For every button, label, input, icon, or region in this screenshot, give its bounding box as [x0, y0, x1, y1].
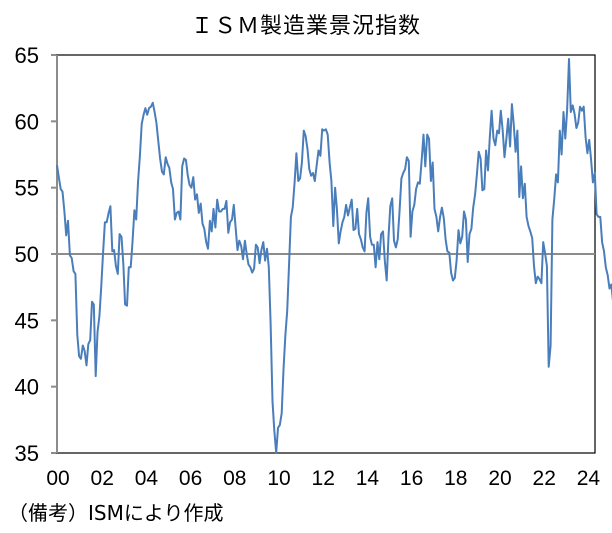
- x-tick-label: 06: [179, 467, 202, 490]
- x-tick-label: 16: [400, 467, 423, 490]
- y-tick-label: 60: [15, 109, 39, 134]
- x-tick-label: 22: [533, 467, 556, 490]
- series-line-ism: [56, 58, 612, 454]
- y-axis-ticks: 35 40 45 50 55 60 65: [15, 43, 57, 466]
- chart-title: ＩＳＭ製造業景況指数: [190, 14, 421, 39]
- x-tick-label: 12: [312, 467, 335, 490]
- x-tick-label: 00: [46, 467, 69, 490]
- x-tick-label: 02: [91, 467, 114, 490]
- y-tick-label: 50: [15, 242, 39, 267]
- source-note: （備考）ISMにより作成: [8, 501, 224, 525]
- y-tick-label: 55: [15, 176, 39, 201]
- y-tick-label: 40: [15, 375, 39, 400]
- x-tick-label: 10: [267, 467, 290, 490]
- x-tick-label: 14: [356, 467, 380, 490]
- y-tick-label: 35: [15, 441, 39, 466]
- y-tick-label: 45: [15, 308, 39, 333]
- y-tick-label: 65: [15, 43, 39, 68]
- x-tick-label: 20: [488, 467, 511, 490]
- x-tick-label: 08: [223, 467, 246, 490]
- x-axis-ticks: 00 02 04 06 08 10 12 14 16 18 20 22 24: [46, 467, 600, 490]
- x-tick-label: 18: [444, 467, 467, 490]
- x-tick-label: 04: [135, 467, 159, 490]
- x-tick-label: 24: [577, 467, 601, 490]
